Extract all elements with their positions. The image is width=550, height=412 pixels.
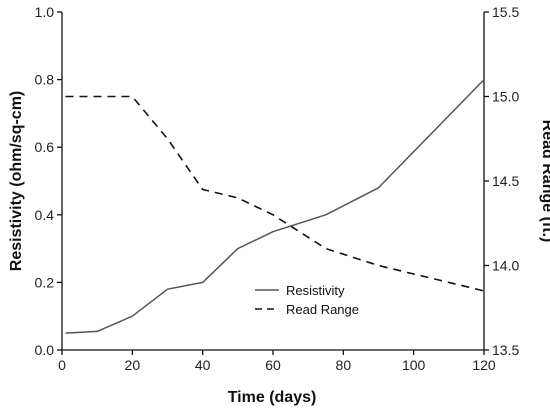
- y-tick-label: 0.4: [35, 207, 55, 223]
- y2-tick-label: 13.5: [492, 342, 519, 358]
- left-y-axis-ticks: 0.0 0.2 0.4 0.6 0.8 1.0: [35, 4, 62, 358]
- legend-label-read-range: Read Range: [286, 302, 359, 317]
- y2-tick-label: 15.0: [492, 89, 519, 105]
- x-tick-label: 60: [265, 357, 281, 373]
- legend-label-resistivity: Resistivity: [286, 283, 345, 298]
- y2-tick-label: 14.5: [492, 173, 519, 189]
- left-y-axis-title: Resistivity (ohm/sq-cm): [8, 91, 25, 271]
- x-axis-title: Time (days): [228, 389, 317, 406]
- y2-tick-label: 14.0: [492, 258, 519, 274]
- x-tick-label: 80: [336, 357, 352, 373]
- y-tick-label: 1.0: [35, 4, 55, 20]
- x-axis-ticks: 0 20 40 60 80 100 120: [58, 350, 496, 373]
- x-tick-label: 120: [472, 357, 496, 373]
- right-y-axis-ticks: 13.5 14.0 14.5 15.0 15.5: [484, 4, 519, 358]
- series-layer: [65, 79, 485, 334]
- x-tick-label: 40: [195, 357, 211, 373]
- x-tick-label: 100: [402, 357, 426, 373]
- y-tick-label: 0.6: [35, 139, 55, 155]
- y-tick-label: 0.0: [35, 342, 55, 358]
- right-y-axis-title: Read Range (ft.): [539, 120, 550, 243]
- series-line-read-range: [65, 95, 485, 292]
- axes: [61, 12, 485, 351]
- y-tick-label: 0.8: [35, 72, 55, 88]
- x-tick-label: 20: [125, 357, 141, 373]
- y-tick-label: 0.2: [35, 274, 55, 290]
- x-tick-label: 0: [58, 357, 66, 373]
- series-line-resistivity: [65, 79, 485, 334]
- legend: Resistivity Read Range: [255, 283, 359, 317]
- y2-tick-label: 15.5: [492, 4, 519, 20]
